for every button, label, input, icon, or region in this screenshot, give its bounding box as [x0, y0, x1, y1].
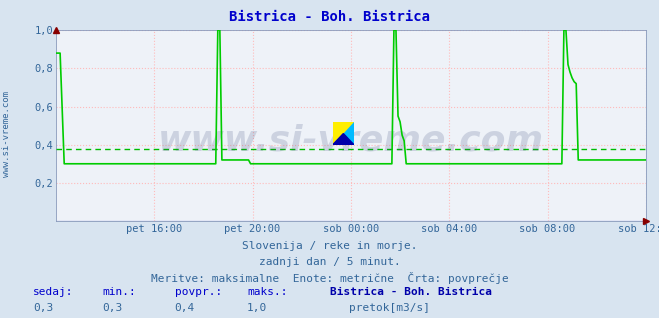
Text: min.:: min.: [102, 287, 136, 297]
Text: 0,3: 0,3 [102, 303, 123, 313]
Polygon shape [333, 122, 354, 145]
Text: 0,3: 0,3 [33, 303, 53, 313]
Text: 1,0: 1,0 [247, 303, 268, 313]
Text: www.si-vreme.com: www.si-vreme.com [2, 91, 11, 176]
Text: povpr.:: povpr.: [175, 287, 222, 297]
Text: maks.:: maks.: [247, 287, 287, 297]
Text: Meritve: maksimalne  Enote: metrične  Črta: povprečje: Meritve: maksimalne Enote: metrične Črta… [151, 272, 508, 284]
Polygon shape [333, 122, 354, 145]
Text: zadnji dan / 5 minut.: zadnji dan / 5 minut. [258, 257, 401, 267]
Text: Bistrica - Boh. Bistrica: Bistrica - Boh. Bistrica [229, 10, 430, 24]
Text: www.si-vreme.com: www.si-vreme.com [158, 124, 544, 158]
Text: pretok[m3/s]: pretok[m3/s] [349, 303, 430, 313]
Text: sedaj:: sedaj: [33, 287, 73, 297]
Text: Slovenija / reke in morje.: Slovenija / reke in morje. [242, 241, 417, 252]
Text: Bistrica - Boh. Bistrica: Bistrica - Boh. Bistrica [330, 287, 492, 297]
Polygon shape [333, 134, 354, 145]
Text: 0,4: 0,4 [175, 303, 195, 313]
